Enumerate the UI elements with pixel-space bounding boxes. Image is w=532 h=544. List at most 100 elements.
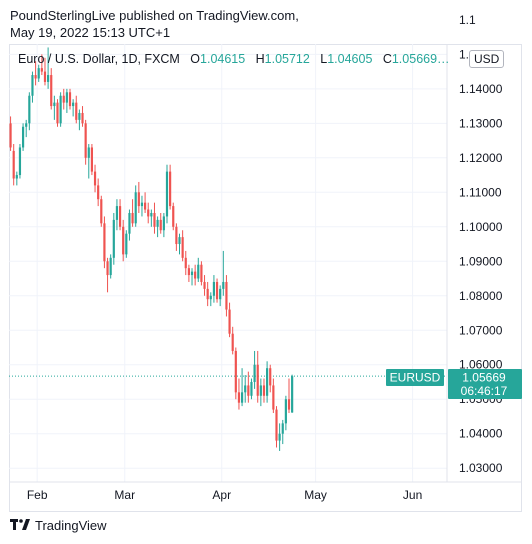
candle[interactable]	[281, 419, 284, 445]
candle[interactable]	[93, 164, 97, 193]
candle[interactable]	[156, 216, 159, 238]
candle[interactable]	[203, 275, 206, 296]
candle[interactable]	[72, 99, 75, 117]
currency-button[interactable]: USD	[469, 50, 505, 68]
candle[interactable]	[250, 378, 253, 400]
candle[interactable]	[68, 88, 72, 110]
candle[interactable]	[43, 57, 47, 86]
candles	[9, 47, 294, 451]
candle[interactable]	[115, 199, 119, 231]
candle[interactable]	[175, 223, 178, 251]
candle[interactable]	[150, 209, 153, 227]
candle[interactable]	[87, 144, 90, 179]
candle[interactable]	[131, 199, 134, 227]
candle[interactable]	[178, 233, 181, 255]
candle[interactable]	[197, 257, 200, 282]
candle[interactable]	[187, 264, 190, 282]
candle[interactable]	[190, 268, 194, 286]
candle[interactable]	[90, 144, 94, 176]
candle[interactable]	[275, 406, 278, 448]
candle[interactable]	[31, 71, 34, 103]
candle[interactable]	[219, 285, 222, 307]
candle[interactable]	[15, 171, 18, 186]
x-tick-label: Apr	[212, 488, 231, 502]
candle[interactable]	[50, 68, 53, 110]
candle[interactable]	[272, 378, 275, 414]
candle[interactable]	[143, 192, 147, 213]
candle[interactable]	[269, 364, 272, 393]
candle[interactable]	[109, 254, 112, 279]
candle[interactable]	[266, 361, 269, 403]
candle[interactable]	[231, 326, 234, 355]
candle[interactable]	[228, 302, 231, 338]
candle[interactable]	[162, 212, 165, 238]
legend-symbol[interactable]: Euro / U.S. Dollar, 1D, FXCM	[18, 52, 180, 66]
candle[interactable]	[128, 209, 131, 241]
candle[interactable]	[34, 61, 37, 86]
candle[interactable]	[222, 250, 225, 296]
candle-body	[90, 147, 94, 172]
candle[interactable]	[97, 178, 100, 207]
candle-body	[190, 271, 194, 276]
candle[interactable]	[169, 164, 172, 210]
candle[interactable]	[172, 202, 175, 231]
candle[interactable]	[137, 181, 140, 213]
candle[interactable]	[125, 230, 128, 258]
candle[interactable]	[103, 216, 106, 269]
candle[interactable]	[12, 144, 15, 186]
candle[interactable]	[37, 64, 40, 82]
candle[interactable]	[256, 350, 259, 403]
candle[interactable]	[75, 95, 78, 124]
candle[interactable]	[81, 106, 84, 127]
candle[interactable]	[106, 257, 109, 293]
candle[interactable]	[278, 423, 281, 451]
candle[interactable]	[165, 164, 169, 224]
candle[interactable]	[262, 378, 266, 403]
candle[interactable]	[100, 195, 103, 227]
candle[interactable]	[21, 123, 25, 151]
candle[interactable]	[18, 144, 22, 179]
candle[interactable]	[140, 195, 144, 217]
candle[interactable]	[118, 199, 122, 231]
candle[interactable]	[206, 281, 209, 307]
candle[interactable]	[237, 378, 241, 410]
candle[interactable]	[25, 119, 28, 138]
candle[interactable]	[225, 275, 228, 317]
candle[interactable]	[234, 347, 237, 400]
candle[interactable]	[62, 88, 65, 110]
candle[interactable]	[284, 395, 287, 431]
candle[interactable]	[253, 350, 256, 389]
candle[interactable]	[159, 212, 162, 234]
candle[interactable]	[122, 219, 125, 262]
candle[interactable]	[181, 230, 184, 262]
candle[interactable]	[59, 92, 62, 127]
candle[interactable]	[84, 119, 87, 165]
candle[interactable]	[200, 261, 203, 286]
candle[interactable]	[287, 378, 291, 414]
candle-body	[250, 381, 253, 396]
candle[interactable]	[259, 378, 262, 407]
candle[interactable]	[9, 116, 12, 151]
candle[interactable]	[184, 250, 187, 276]
candle[interactable]	[244, 375, 247, 403]
candle[interactable]	[240, 368, 244, 407]
candle[interactable]	[112, 212, 115, 265]
candle[interactable]	[56, 99, 59, 127]
candle[interactable]	[28, 92, 31, 131]
candle[interactable]	[78, 109, 81, 131]
candle[interactable]	[212, 275, 216, 303]
candle[interactable]	[47, 47, 50, 89]
candle[interactable]	[53, 95, 56, 120]
candle[interactable]	[134, 185, 137, 227]
candle[interactable]	[247, 371, 250, 403]
candle[interactable]	[65, 88, 68, 113]
candle[interactable]	[40, 54, 43, 76]
candle[interactable]	[153, 202, 156, 234]
candle[interactable]	[147, 202, 150, 224]
candle[interactable]	[291, 374, 294, 413]
candle[interactable]	[215, 278, 219, 303]
candle[interactable]	[209, 292, 212, 307]
tradingview-footer[interactable]: TradingView	[10, 518, 107, 533]
candle[interactable]	[194, 264, 197, 286]
